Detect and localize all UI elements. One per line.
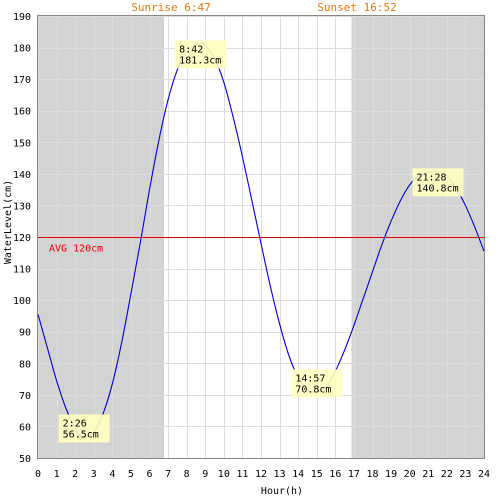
y-tick-label: 120: [13, 233, 31, 244]
y-tick-label: 150: [13, 138, 31, 149]
annotation-level: 140.8cm: [416, 183, 458, 194]
annotation-box: [58, 414, 110, 443]
x-tick-label: 2: [72, 469, 78, 480]
x-tick-label: 0: [35, 469, 41, 480]
annotation-time: 14:57: [295, 373, 325, 384]
sunrise-label: Sunrise 6:47: [131, 1, 210, 14]
annotation-level: 181.3cm: [179, 55, 221, 66]
x-tick-label: 16: [329, 469, 341, 480]
x-tick-label: 8: [184, 469, 190, 480]
y-tick-label: 90: [19, 328, 31, 339]
annotation-level: 70.8cm: [295, 384, 331, 395]
sunset-label: Sunset 16:52: [317, 1, 396, 14]
water-level-line: [37, 42, 485, 439]
x-tick-label: 17: [348, 469, 360, 480]
x-tick-label: 11: [236, 469, 248, 480]
y-tick-label: 60: [19, 422, 31, 433]
x-tick-label: 1: [54, 469, 60, 480]
x-tick-label: 15: [311, 469, 323, 480]
x-tick-label: 13: [274, 469, 286, 480]
y-axis-label: WaterLevel(cm): [3, 180, 14, 264]
x-axis-ticks: 0 1 2 3 4 5 6 7 8 9 10 11 12 13 14 15 16 17 18 19 20 21 22 23 24: [35, 469, 490, 480]
x-tick-label: 7: [165, 469, 171, 480]
annotation-time: 2:26: [63, 418, 87, 429]
y-tick-label: 190: [13, 12, 31, 23]
x-tick-label: 20: [404, 469, 416, 480]
average-label: AVG 120cm: [49, 244, 103, 255]
annotation-level: 56.5cm: [63, 429, 99, 440]
x-tick-label: 4: [109, 469, 115, 480]
x-tick-label: 14: [292, 469, 304, 480]
y-tick-label: 160: [13, 107, 31, 118]
x-tick-label: 10: [218, 469, 230, 480]
x-axis-label: Hour(h): [261, 486, 303, 497]
x-tick-label: 23: [459, 469, 471, 480]
annotation-time: 8:42: [179, 44, 203, 55]
y-tick-label: 180: [13, 44, 31, 55]
x-tick-label: 18: [366, 469, 378, 480]
x-tick-label: 19: [385, 469, 397, 480]
y-tick-label: 50: [19, 454, 31, 465]
annotation-box: [175, 40, 227, 69]
y-tick-label: 110: [13, 265, 31, 276]
annotation-box: [412, 168, 464, 197]
series-layer: [37, 42, 485, 439]
y-tick-label: 80: [19, 359, 31, 370]
y-tick-label: 100: [13, 296, 31, 307]
y-tick-label: 70: [19, 391, 31, 402]
x-tick-label: 12: [255, 469, 267, 480]
annotation-box: [291, 369, 343, 398]
x-tick-label: 22: [441, 469, 453, 480]
x-tick-label: 6: [146, 469, 152, 480]
x-tick-label: 21: [422, 469, 434, 480]
y-tick-label: 140: [13, 170, 31, 181]
y-tick-label: 170: [13, 75, 31, 86]
plot-frame: [37, 15, 485, 459]
x-tick-label: 3: [91, 469, 97, 480]
annotation-time: 21:28: [416, 172, 446, 183]
x-tick-label: 24: [478, 469, 490, 480]
y-axis-ticks: 50 60 70 80 90 100 110 120 130 140 150 160 170 180 190: [13, 12, 31, 465]
average-line-group: AVG 120cm: [38, 237, 484, 255]
y-tick-label: 130: [13, 201, 31, 212]
x-tick-label: 5: [128, 469, 134, 480]
x-tick-label: 9: [202, 469, 208, 480]
